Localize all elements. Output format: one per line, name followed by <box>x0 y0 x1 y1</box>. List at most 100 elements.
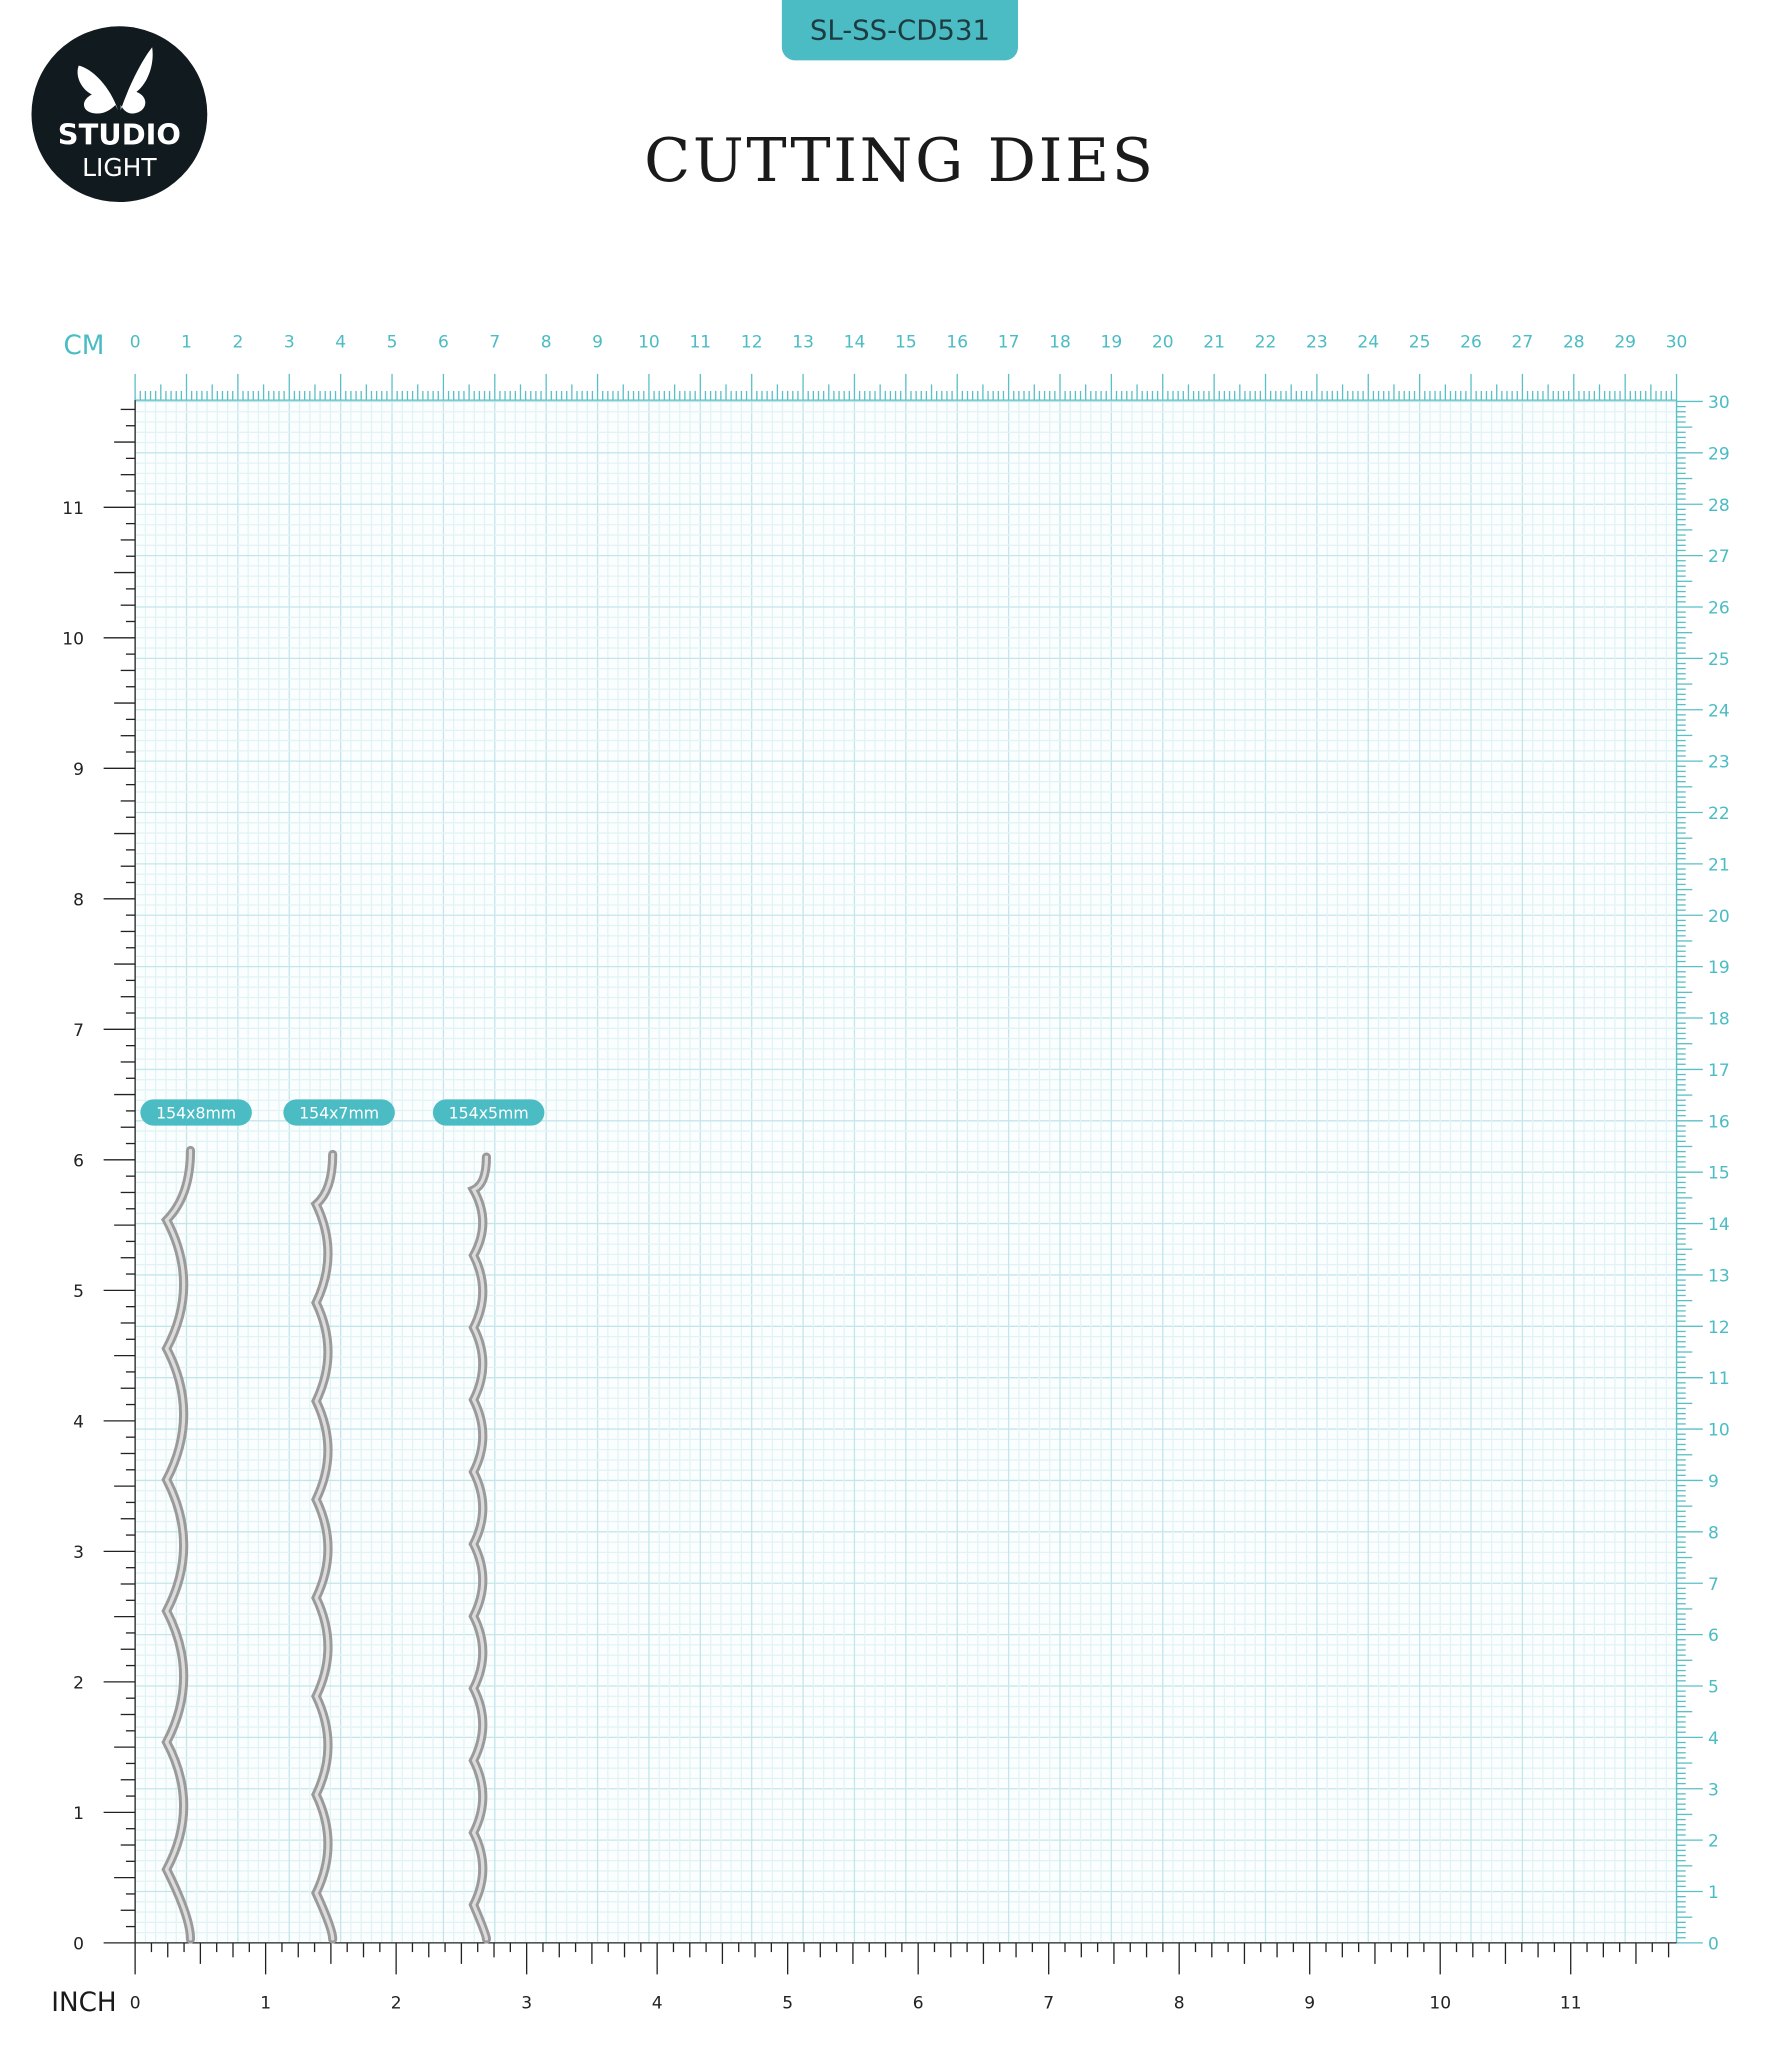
die-shape <box>471 1155 489 1941</box>
dies: 154x8mm 154x7mm 154x5mm <box>140 1099 545 1944</box>
inch-tick-label: 2 <box>391 1993 402 2013</box>
rulers: 0011223344556677889910101111121213131414… <box>62 333 1729 2014</box>
inch-tick-label: 8 <box>1174 1993 1185 2013</box>
cm-tick-label: 30 <box>1666 333 1688 353</box>
cm-tick-label: 28 <box>1708 496 1730 516</box>
cm-tick-label: 20 <box>1708 907 1730 927</box>
die-label: 154x5mm <box>449 1103 529 1122</box>
inch-tick-label: 3 <box>73 1543 84 1563</box>
cm-tick-label: 9 <box>592 333 603 353</box>
cm-tick-label: 1 <box>1708 1883 1719 1903</box>
cm-tick-label: 23 <box>1306 333 1328 353</box>
cm-tick-label: 17 <box>1708 1061 1730 1081</box>
inch-tick-label: 3 <box>521 1993 532 2013</box>
inch-tick-label: 10 <box>1429 1993 1451 2013</box>
cm-tick-label: 18 <box>1049 333 1071 353</box>
cm-tick-label: 11 <box>1708 1369 1730 1389</box>
die-shape <box>164 1148 193 1941</box>
cm-tick-label: 6 <box>1708 1626 1719 1646</box>
cm-tick-label: 12 <box>741 333 763 353</box>
cm-tick-label: 13 <box>792 333 814 353</box>
inch-tick-label: 0 <box>73 1934 84 1954</box>
cm-tick-label: 21 <box>1203 333 1225 353</box>
inch-tick-label: 5 <box>73 1282 84 1302</box>
inch-tick-label: 2 <box>73 1673 84 1693</box>
cm-tick-label: 30 <box>1708 393 1730 413</box>
logo-circle <box>31 26 208 203</box>
cm-tick-label: 15 <box>1708 1164 1730 1184</box>
code-badge <box>781 0 1018 61</box>
cm-tick-label: 13 <box>1708 1266 1730 1286</box>
cm-tick-label: 18 <box>1708 1010 1730 1030</box>
cm-tick-label: 2 <box>1708 1832 1719 1852</box>
inch-tick-label: 6 <box>913 1993 924 2013</box>
logo-butterfly <box>77 47 153 114</box>
cm-tick-label: 15 <box>895 333 917 353</box>
inch-tick-label: 7 <box>73 1021 84 1041</box>
die-label: 154x8mm <box>156 1103 236 1122</box>
inch-tick-label: 4 <box>73 1412 84 1432</box>
cm-tick-label: 16 <box>1708 1112 1730 1132</box>
logo-text: LIGHT <box>82 153 157 182</box>
cm-tick-label: 24 <box>1357 333 1379 353</box>
inch-tick-label: 1 <box>260 1993 271 2013</box>
cm-tick-label: 5 <box>1708 1678 1719 1698</box>
cm-tick-label: 29 <box>1708 444 1730 464</box>
cm-tick-label: 17 <box>998 333 1020 353</box>
inch-tick-label: 7 <box>1043 1993 1054 2013</box>
logo-text: STUDIO <box>58 117 181 151</box>
cm-tick-label: 3 <box>1708 1780 1719 1800</box>
cm-tick-label: 26 <box>1460 333 1482 353</box>
cm-tick-label: 23 <box>1708 753 1730 773</box>
cm-tick-label: 3 <box>284 333 295 353</box>
cm-tick-label: 12 <box>1708 1318 1730 1338</box>
cm-tick-label: 26 <box>1708 599 1730 619</box>
inch-tick-label: 4 <box>652 1993 663 2013</box>
die-shape <box>314 1152 335 1941</box>
cm-tick-label: 28 <box>1563 333 1585 353</box>
cm-tick-label: 27 <box>1708 547 1730 567</box>
cm-tick-label: 21 <box>1708 855 1730 875</box>
cm-tick-label: 8 <box>1708 1523 1719 1543</box>
cm-tick-label: 10 <box>1708 1421 1730 1441</box>
cm-tick-label: 27 <box>1512 333 1534 353</box>
cm-tick-label: 14 <box>844 333 866 353</box>
cm-tick-label: 11 <box>689 333 711 353</box>
cm-tick-label: 6 <box>438 333 449 353</box>
inch-tick-label: 9 <box>1304 1993 1315 2013</box>
inch-label: INCH <box>51 1988 116 2018</box>
cm-tick-label: 22 <box>1255 333 1277 353</box>
cm-tick-label: 7 <box>1708 1575 1719 1595</box>
cm-tick-label: 16 <box>946 333 968 353</box>
cm-tick-label: 9 <box>1708 1472 1719 1492</box>
cm-tick-label: 2 <box>232 333 243 353</box>
cm-tick-label: 5 <box>387 333 398 353</box>
cm-tick-label: 25 <box>1708 650 1730 670</box>
cm-tick-label: 19 <box>1708 958 1730 978</box>
cm-tick-label: 25 <box>1409 333 1431 353</box>
inch-tick-label: 8 <box>73 890 84 910</box>
inch-tick-label: 11 <box>1560 1993 1582 2013</box>
product-code: SL-SS-CD531 <box>810 14 990 46</box>
die-label: 154x7mm <box>299 1103 379 1122</box>
logo: STUDIO LIGHT <box>31 26 208 203</box>
inch-tick-label: 5 <box>782 1993 793 2013</box>
inch-tick-label: 1 <box>73 1804 84 1824</box>
cm-tick-label: 19 <box>1101 333 1123 353</box>
cm-tick-label: 29 <box>1614 333 1636 353</box>
cm-tick-label: 24 <box>1708 701 1730 721</box>
cm-tick-label: 8 <box>541 333 552 353</box>
grid <box>134 400 1678 1944</box>
inch-tick-label: 0 <box>130 1993 141 2013</box>
cm-tick-label: 10 <box>638 333 660 353</box>
cm-tick-label: 7 <box>489 333 500 353</box>
inch-tick-label: 9 <box>73 760 84 780</box>
cm-tick-label: 22 <box>1708 804 1730 824</box>
cm-label: CM <box>63 331 104 361</box>
die-label-badge <box>140 1099 252 1126</box>
cm-tick-label: 4 <box>1708 1729 1719 1749</box>
cm-tick-label: 14 <box>1708 1215 1730 1235</box>
cm-tick-label: 0 <box>1708 1934 1719 1954</box>
cm-tick-label: 4 <box>335 333 346 353</box>
